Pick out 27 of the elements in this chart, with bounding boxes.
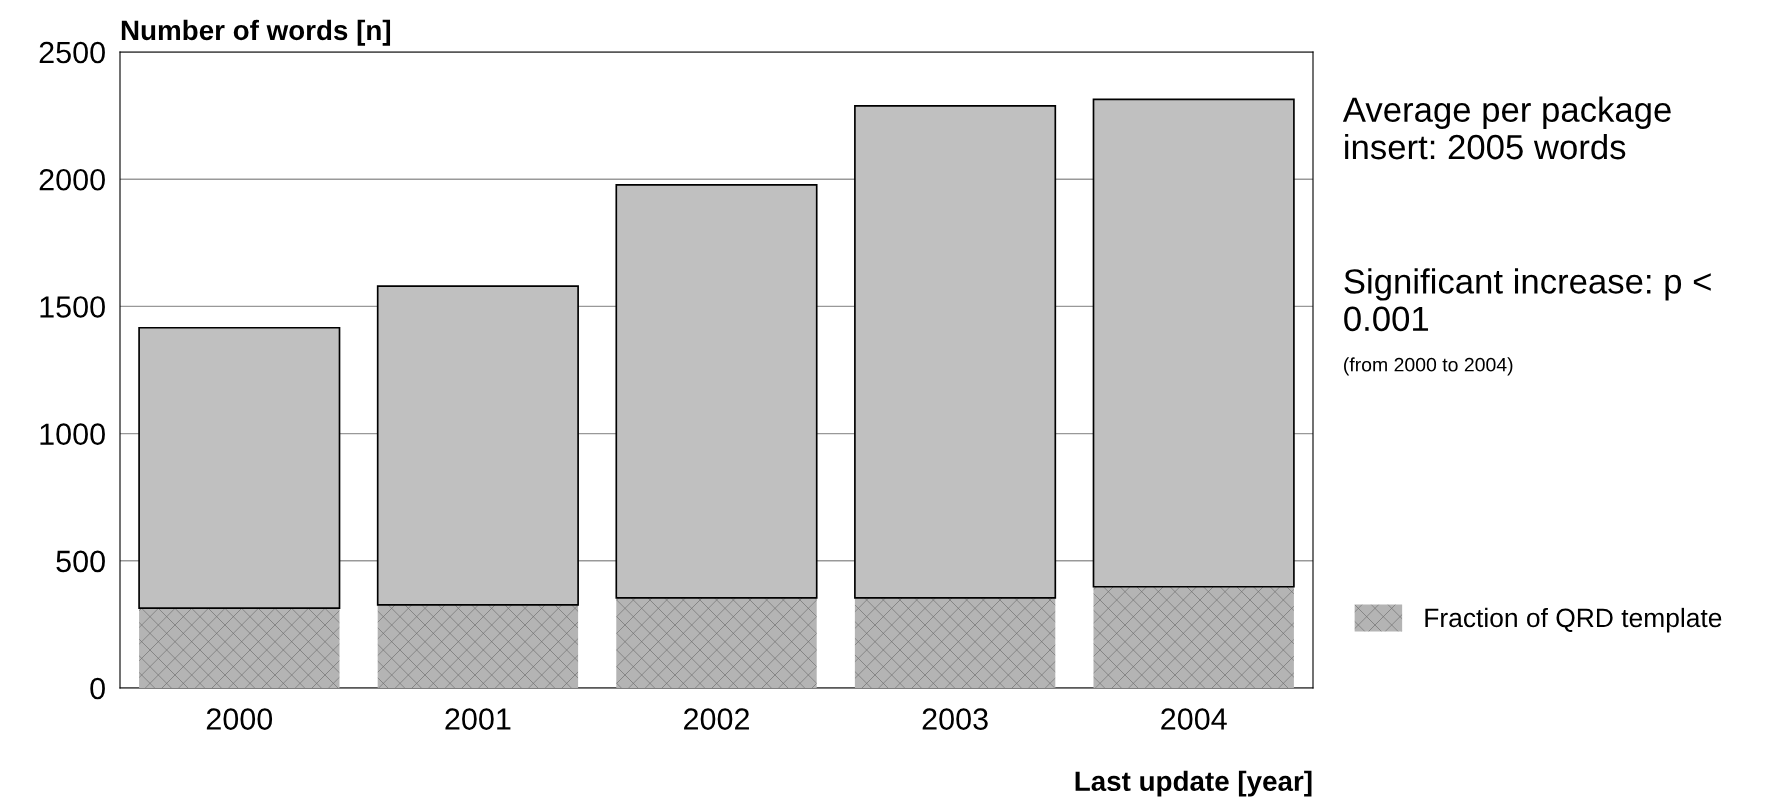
y-tick-label: 2000 (39, 168, 105, 191)
text: Average per package insert: 2005 words (1342, 96, 1671, 160)
y-axis-title: Number of words [n] (121, 19, 391, 46)
text: (from 2000 to 2004) (1344, 357, 1513, 376)
y-tick-label: 1500 (40, 296, 105, 318)
bar (615, 183, 818, 599)
bar (854, 597, 1056, 688)
bar (138, 326, 341, 609)
x-axis-title: Last update [year] (1075, 770, 1312, 797)
x-tick-label: 2003 (922, 708, 988, 730)
bar (139, 608, 340, 688)
y-tick-label: 0 (90, 677, 105, 700)
x-tick-label: 2000 (206, 708, 273, 730)
legend-label: Fraction of QRD template (1425, 607, 1722, 633)
bar (377, 604, 579, 688)
y-tick-label: 2500 (39, 41, 105, 64)
x-tick-label: 2001 (445, 708, 511, 730)
x-tick-label: 2004 (1161, 708, 1227, 730)
bar (376, 285, 579, 606)
bar (854, 105, 1057, 599)
y-tick-label: 500 (56, 550, 105, 573)
text: Significant increase: p < 0.001 (1344, 268, 1711, 332)
y-tick-label: 1000 (40, 423, 105, 445)
x-tick-label: 2002 (684, 708, 749, 730)
bar (616, 597, 817, 688)
bar (1093, 586, 1294, 688)
bar (1092, 98, 1295, 588)
